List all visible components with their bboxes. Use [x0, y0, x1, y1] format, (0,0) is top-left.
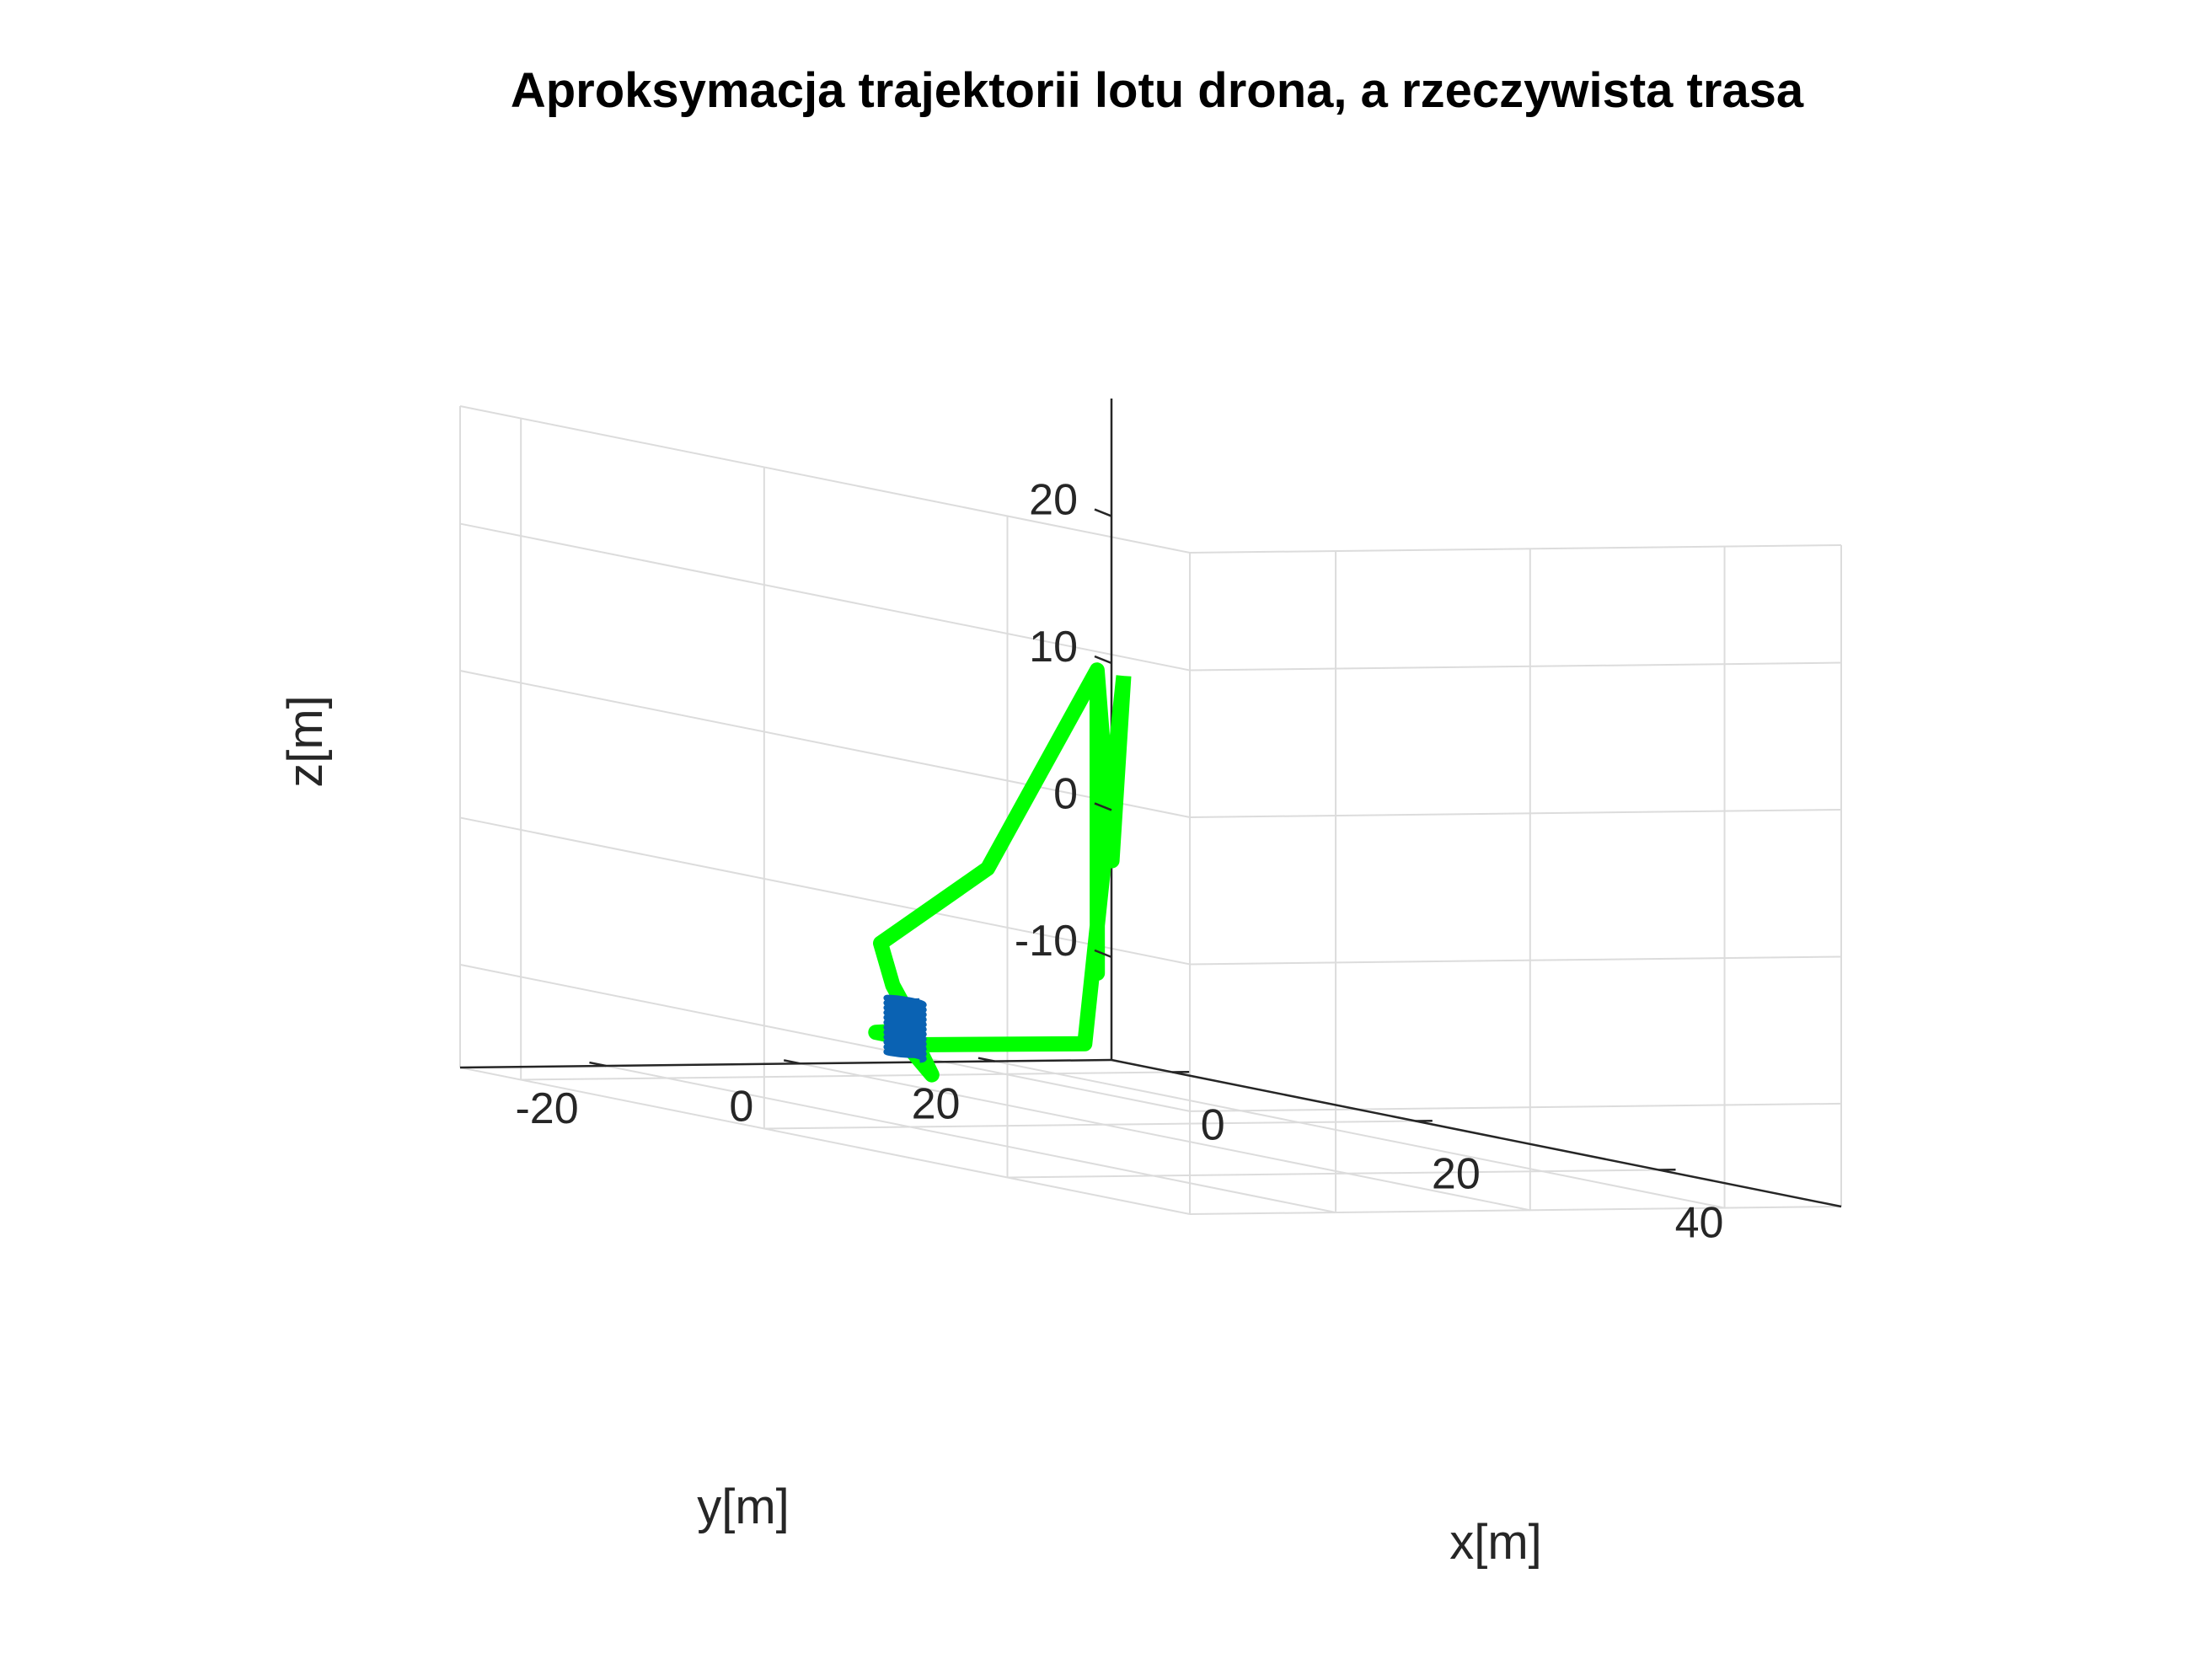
wall-gridline-z	[1189, 661, 1842, 672]
wall-gridline-z	[1189, 809, 1842, 818]
z-tick-label: 20	[1029, 476, 1078, 525]
y-axis-line	[459, 1058, 1112, 1069]
z-tick-label: -10	[1015, 917, 1078, 966]
z-axis-label: z[m]	[278, 695, 333, 788]
y-tick-mark	[783, 1059, 801, 1065]
x-tick-label: 40	[1675, 1199, 1724, 1248]
wall-gridline-z	[459, 670, 1191, 818]
coil-trajectory-1	[883, 994, 927, 1063]
box-back-edge	[459, 405, 1191, 554]
y-tick-label: 20	[912, 1080, 961, 1129]
box-back-edge	[1189, 544, 1842, 554]
z-tick-mark	[1094, 655, 1112, 665]
wall-gridline-z	[459, 963, 1191, 1112]
floor-gridline-y	[605, 1065, 1336, 1213]
x-tick-label: 20	[1432, 1150, 1481, 1199]
ticks-layer: 0 20 40 -20 0 20 -10 0 10 20	[515, 476, 1723, 1248]
x-tick-label: 0	[1201, 1101, 1225, 1150]
wall-gridline-z	[1189, 1102, 1842, 1112]
y-axis-label: y[m]	[697, 1480, 790, 1534]
wall-gridline-z	[459, 522, 1191, 672]
wall-gridline-z	[459, 816, 1191, 966]
z-tick-mark	[1094, 949, 1112, 959]
z-tick-label: 0	[1053, 769, 1078, 818]
series-layer	[868, 662, 1132, 1083]
floor-gridline-y	[800, 1062, 1531, 1212]
box-back-edge	[1189, 1206, 1842, 1215]
z-tick-label: 10	[1029, 623, 1078, 672]
x-axis-label: x[m]	[1449, 1515, 1542, 1570]
chart-title: Aproksymacja trajektorii lotu drona, a r…	[511, 63, 1804, 118]
axes-layer	[459, 399, 1842, 1208]
floor-gridline-y	[994, 1060, 1725, 1209]
y-tick-mark	[977, 1057, 995, 1062]
floor-gridline-x	[1007, 1169, 1659, 1179]
floor-gridline-x	[521, 1071, 1173, 1081]
y-tick-label: -20	[515, 1084, 578, 1133]
x-axis-line	[1111, 1058, 1842, 1208]
grid-layer	[459, 405, 1842, 1215]
floor-gridline-x	[763, 1120, 1416, 1130]
z-tick-mark	[1094, 508, 1112, 517]
wall-gridline-z	[1189, 955, 1842, 966]
z-tick-mark	[1094, 802, 1112, 811]
box-back-edge	[459, 1067, 1191, 1215]
y-tick-label: 0	[729, 1082, 753, 1131]
y-tick-mark	[589, 1061, 607, 1068]
